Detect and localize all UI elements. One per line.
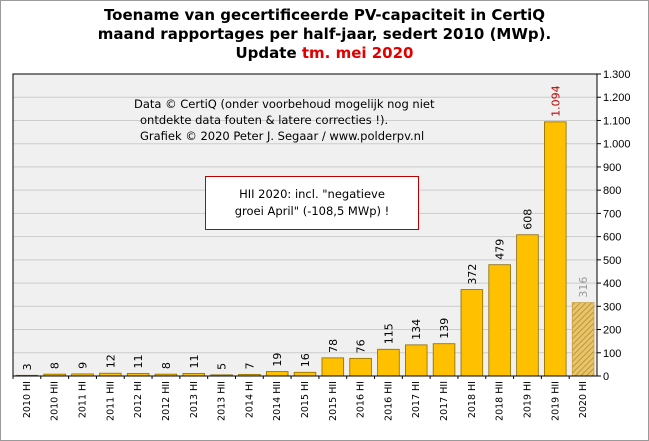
- note-line-2: ontdekte data fouten & latere correcties…: [140, 113, 389, 127]
- data-source-note: Data © CertiQ (onder voorbehoud mogelijk…: [134, 96, 435, 144]
- bar-value-label: 9: [77, 362, 90, 369]
- x-tick-label: 2020 HI: [578, 381, 589, 418]
- bar-2019-hii: [544, 121, 567, 377]
- bar-value-label: 7: [243, 362, 256, 369]
- y-tick-label: 800: [603, 185, 621, 197]
- x-tick-label: 2014 HII: [272, 381, 283, 421]
- update-period: tm. mei 2020: [301, 44, 414, 62]
- bar-value-label: 608: [521, 209, 534, 230]
- bar-2018-hi: [460, 289, 484, 377]
- x-tick-label: 2017 HI: [411, 381, 422, 418]
- bar-value-label: 19: [271, 353, 284, 367]
- x-tick-label: 2017 HII: [439, 381, 450, 421]
- bar-value-label: 16: [299, 353, 312, 367]
- bar-value-label: 479: [494, 239, 507, 260]
- x-tick-label: 2013 HII: [217, 381, 228, 421]
- bar-2019-hi: [516, 234, 539, 377]
- bar-value-label: 78: [327, 339, 340, 353]
- y-tick-label: 300: [603, 301, 621, 313]
- x-tick-label: 2011 HII: [105, 381, 116, 421]
- bar-value-label: 3: [21, 363, 34, 370]
- y-tick-label: 900: [603, 162, 621, 174]
- y-tick-label: 1.300: [603, 69, 631, 81]
- bar-value-label: 5: [216, 363, 229, 370]
- x-tick-label: 2018 HII: [495, 381, 506, 421]
- bar-2017-hi: [404, 344, 428, 377]
- bar-2017-hii: [432, 343, 456, 377]
- x-tick-label: 2012 HII: [161, 381, 172, 421]
- y-tick-label: 600: [603, 232, 621, 244]
- x-tick-label: 2015 HI: [300, 381, 311, 418]
- bar-value-label: 139: [438, 318, 451, 339]
- x-tick-label: 2019 HII: [550, 381, 561, 421]
- x-tick-label: 2014 HI: [244, 381, 255, 418]
- bar-2015-hi: [293, 371, 317, 377]
- x-tick-label: 2011 HI: [78, 381, 89, 418]
- bar-value-label: 76: [355, 339, 368, 353]
- bar-value-label: 12: [104, 354, 117, 368]
- bar-value-label: 11: [188, 354, 201, 368]
- chart-title-line-3: Update tm. mei 2020: [0, 44, 649, 63]
- bar-value-label: 11: [132, 354, 145, 368]
- callout-box: HII 2020: incl. "negatieve groei April" …: [205, 176, 419, 230]
- x-tick-label: 2015 HII: [328, 381, 339, 421]
- x-tick-label: 2019 HI: [522, 381, 533, 418]
- bar-2014-hii: [265, 371, 289, 377]
- chart-title-line-1: Toename van gecertificeerde PV-capacitei…: [103, 6, 546, 24]
- y-tick-label: 1.000: [603, 139, 631, 151]
- note-line-1: Data © CertiQ (onder voorbehoud mogelijk…: [134, 97, 435, 111]
- y-tick-label: 0: [603, 371, 609, 383]
- x-tick-label: 2013 HI: [189, 381, 200, 418]
- x-tick-label: 2012 HI: [133, 381, 144, 418]
- bar-2016-hii: [377, 348, 400, 377]
- x-tick-label: 2010 HII: [50, 381, 61, 421]
- y-tick-label: 200: [603, 325, 621, 337]
- bar-2015-hii: [321, 357, 345, 377]
- callout-line-1: HII 2020: incl. "negatieve: [239, 187, 385, 201]
- note-line-3: Grafiek © 2020 Peter J. Segaar / www.pol…: [140, 129, 425, 143]
- x-tick-label: 2016 HI: [356, 381, 367, 418]
- y-tick-label: 1.100: [603, 115, 631, 127]
- bar-value-label: 316: [577, 277, 590, 298]
- bar-value-label: 372: [466, 264, 479, 285]
- bar-2016-hi: [349, 357, 372, 377]
- x-tick-label: 2018 HI: [467, 381, 478, 418]
- bar-value-label: 8: [49, 362, 62, 369]
- y-tick-label: 500: [603, 255, 621, 267]
- bar-2018-hii: [488, 264, 511, 377]
- x-tick-label: 2010 HI: [22, 381, 33, 418]
- chart-title-line-2: maand rapportages per half-jaar, sedert …: [97, 25, 552, 43]
- callout-line-2: groei April" (-108,5 MWp) !: [234, 204, 390, 218]
- bar-value-label: 1.094: [549, 85, 562, 117]
- plot-border: [12, 73, 598, 377]
- y-tick-label: 100: [603, 348, 621, 360]
- x-tick-label: 2016 HII: [383, 381, 394, 421]
- y-tick-label: 700: [603, 208, 621, 220]
- bar-value-label: 8: [160, 362, 173, 369]
- bar-2020-hi: [571, 302, 595, 377]
- bar-value-label: 134: [410, 319, 423, 340]
- bar-value-label: 115: [382, 323, 395, 344]
- y-tick-label: 400: [603, 278, 621, 290]
- y-tick-label: 1.200: [603, 92, 631, 104]
- update-label: Update: [235, 44, 297, 62]
